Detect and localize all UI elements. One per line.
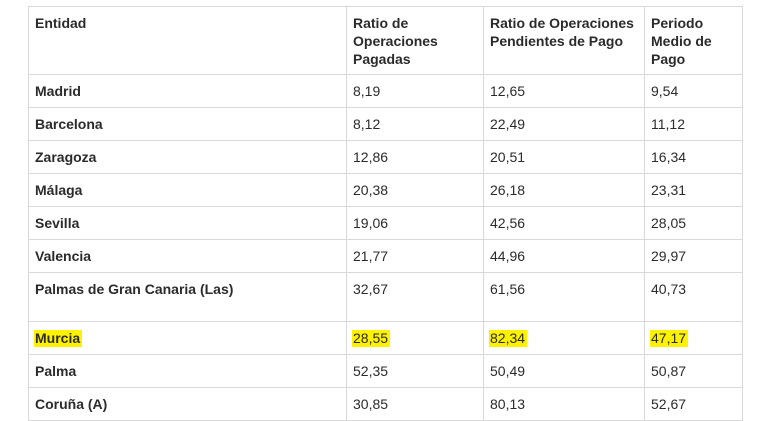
cell-ratio-pendientes: 20,51	[483, 140, 645, 174]
cell-entidad: Coruña (A)	[28, 387, 347, 421]
table-row: Málaga 20,38 26,18 23,31	[28, 173, 743, 207]
cell-entidad: Valencia	[28, 239, 347, 273]
cell-entidad: Murcia	[28, 321, 347, 355]
cell-entidad: Palmas de Gran Canaria (Las)	[28, 272, 347, 322]
cell-ratio-pendientes: 82,34	[483, 321, 645, 355]
table-row: Madrid 8,19 12,65 9,54	[28, 74, 743, 108]
cell-ratio-pendientes: 80,13	[483, 387, 645, 421]
payment-ratio-table: Entidad Ratio de Operaciones Pagadas Rat…	[28, 6, 743, 421]
cell-entidad: Palma	[28, 354, 347, 388]
table-row: Valencia 21,77 44,96 29,97	[28, 239, 743, 273]
cell-periodo-medio: 23,31	[644, 173, 743, 207]
cell-ratio-pagadas: 20,38	[346, 173, 484, 207]
cell-periodo-medio: 29,97	[644, 239, 743, 273]
cell-ratio-pendientes: 42,56	[483, 206, 645, 240]
table-row: Sevilla 19,06 42,56 28,05	[28, 206, 743, 240]
table-row: Palma 52,35 50,49 50,87	[28, 354, 743, 388]
cell-ratio-pagadas: 21,77	[346, 239, 484, 273]
table-header-row: Entidad Ratio de Operaciones Pagadas Rat…	[28, 6, 743, 75]
cell-periodo-medio: 11,12	[644, 107, 743, 141]
cell-periodo-medio: 52,67	[644, 387, 743, 421]
highlight-mark: Murcia	[34, 330, 83, 347]
cell-ratio-pagadas: 8,12	[346, 107, 484, 141]
highlight-mark: 28,55	[352, 330, 391, 347]
cell-ratio-pagadas: 19,06	[346, 206, 484, 240]
table-row: Palmas de Gran Canaria (Las) 32,67 61,56 40…	[28, 272, 743, 322]
cell-ratio-pagadas: 8,19	[346, 74, 484, 108]
cell-ratio-pagadas: 32,67	[346, 272, 484, 322]
cell-ratio-pagadas: 52,35	[346, 354, 484, 388]
table-row: Zaragoza 12,86 20,51 16,34	[28, 140, 743, 174]
header-periodo-medio: Periodo Medio de Pago	[644, 6, 743, 75]
highlight-mark: 82,34	[489, 330, 528, 347]
header-ratio-pagadas: Ratio de Operaciones Pagadas	[346, 6, 484, 75]
table-row: Murcia 28,55 82,34 47,17	[28, 321, 743, 355]
cell-ratio-pendientes: 50,49	[483, 354, 645, 388]
cell-ratio-pendientes: 26,18	[483, 173, 645, 207]
cell-ratio-pagadas: 30,85	[346, 387, 484, 421]
cell-periodo-medio: 28,05	[644, 206, 743, 240]
header-entidad: Entidad	[28, 6, 347, 75]
cell-ratio-pendientes: 12,65	[483, 74, 645, 108]
cell-entidad: Zaragoza	[28, 140, 347, 174]
header-ratio-pendientes: Ratio de Operaciones Pendientes de Pago	[483, 6, 645, 75]
cell-periodo-medio: 47,17	[644, 321, 743, 355]
cell-ratio-pendientes: 61,56	[483, 272, 645, 322]
cell-entidad: Sevilla	[28, 206, 347, 240]
table-row: Coruña (A) 30,85 80,13 52,67	[28, 387, 743, 421]
cell-periodo-medio: 50,87	[644, 354, 743, 388]
cell-periodo-medio: 16,34	[644, 140, 743, 174]
cell-entidad: Madrid	[28, 74, 347, 108]
cell-ratio-pendientes: 22,49	[483, 107, 645, 141]
cell-entidad: Málaga	[28, 173, 347, 207]
cell-entidad: Barcelona	[28, 107, 347, 141]
cell-periodo-medio: 9,54	[644, 74, 743, 108]
table-row: Barcelona 8,12 22,49 11,12	[28, 107, 743, 141]
cell-ratio-pagadas: 28,55	[346, 321, 484, 355]
cell-periodo-medio: 40,73	[644, 272, 743, 322]
cell-ratio-pagadas: 12,86	[346, 140, 484, 174]
cell-ratio-pendientes: 44,96	[483, 239, 645, 273]
highlight-mark: 47,17	[650, 330, 689, 347]
